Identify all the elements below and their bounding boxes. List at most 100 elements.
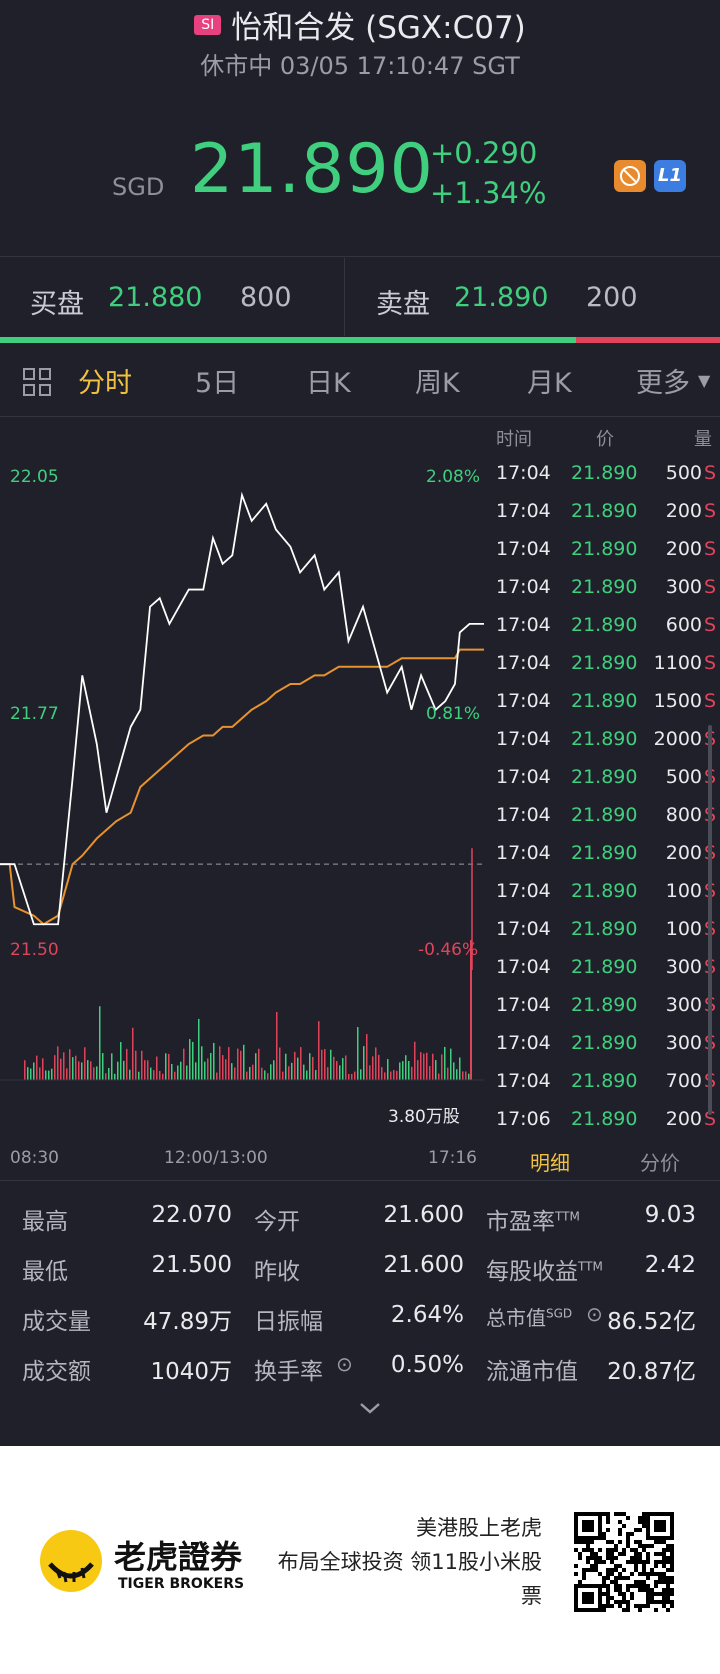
trade-price: 21.890: [571, 652, 638, 674]
qr-module: [646, 1576, 650, 1580]
trade-price: 21.890: [571, 614, 638, 636]
volume-bar: [285, 1053, 287, 1080]
stat-high-value: 22.070: [151, 1202, 232, 1228]
qr-module: [614, 1580, 618, 1584]
stat-turnover-label: 换手率: [254, 1359, 323, 1385]
qr-module: [614, 1564, 618, 1568]
qr-module: [574, 1572, 578, 1576]
tab-monthly[interactable]: 月K: [527, 368, 572, 399]
volume-bar: [84, 1047, 86, 1080]
trade-price: 21.890: [571, 766, 638, 788]
qr-module: [622, 1600, 626, 1604]
volume-bar: [264, 1070, 266, 1080]
volume-bar: [33, 1062, 35, 1080]
qr-module: [598, 1556, 602, 1560]
qr-module: [582, 1520, 594, 1532]
price-line: [0, 491, 484, 926]
tab-weekly[interactable]: 周K: [415, 368, 460, 399]
qr-module: [614, 1576, 618, 1580]
qr-module: [670, 1600, 674, 1604]
expand-chevron-icon[interactable]: [358, 1400, 382, 1420]
qr-module: [638, 1584, 642, 1588]
qr-module: [622, 1524, 626, 1528]
divider: [0, 416, 720, 417]
volume-bar: [42, 1058, 44, 1080]
trades-scrollbar[interactable]: [708, 725, 712, 1115]
trade-volume: 200: [665, 842, 702, 864]
volume-bar: [195, 1062, 197, 1080]
trade-volume: 300: [665, 576, 702, 598]
volume-bar: [420, 1052, 422, 1080]
qr-module: [610, 1580, 614, 1584]
notification-off-icon[interactable]: [614, 160, 646, 192]
intraday-chart[interactable]: [0, 420, 488, 1140]
volume-bar: [456, 1069, 458, 1080]
slogan-line1: 美港股上老虎: [416, 1516, 542, 1540]
bid-volume: 800: [240, 282, 292, 313]
qr-module: [622, 1548, 626, 1552]
qr-module: [646, 1604, 650, 1608]
chevron-down-icon[interactable]: ▼: [698, 371, 711, 390]
volume-bar: [81, 1062, 83, 1080]
volume-bar: [243, 1044, 245, 1080]
qr-module: [642, 1548, 646, 1552]
qr-module: [666, 1544, 670, 1548]
qr-module: [606, 1596, 610, 1600]
stat-amplitude-value: 2.64%: [390, 1302, 464, 1328]
qr-module: [642, 1584, 646, 1588]
volume-bar: [357, 1027, 359, 1080]
tab-price-distribution[interactable]: 分价: [640, 1151, 680, 1175]
qr-module: [666, 1596, 670, 1600]
qr-module: [662, 1600, 666, 1604]
qr-module: [626, 1604, 630, 1608]
trade-volume: 100: [665, 918, 702, 940]
volume-bar: [354, 1071, 356, 1080]
trade-time: 17:04: [496, 918, 551, 940]
page-title: SI 怡和合发 (SGX:C07): [0, 2, 720, 47]
qr-module: [622, 1568, 626, 1572]
qr-module: [622, 1596, 626, 1600]
qr-module: [606, 1600, 610, 1604]
qr-module: [602, 1584, 606, 1588]
qr-module: [642, 1512, 646, 1516]
qr-module: [662, 1560, 666, 1564]
volume-bar: [348, 1073, 350, 1080]
qr-module: [618, 1552, 622, 1556]
qr-module: [634, 1528, 638, 1532]
volume-bar: [231, 1063, 233, 1080]
ask-price: 21.890: [454, 282, 549, 313]
level1-icon[interactable]: L1: [654, 160, 686, 192]
bid-ratio-bar: [0, 337, 576, 343]
more-options-icon[interactable]: ⊙: [586, 1302, 603, 1326]
trade-price: 21.890: [571, 842, 638, 864]
tab-more[interactable]: 更多: [636, 368, 690, 399]
tab-intraday[interactable]: 分时: [78, 368, 132, 399]
layout-grid-icon[interactable]: [22, 367, 52, 401]
qr-module: [602, 1512, 606, 1516]
volume-bar: [360, 1069, 362, 1080]
qr-module: [638, 1588, 642, 1592]
tab-daily[interactable]: 日K: [306, 368, 351, 399]
qr-module: [606, 1576, 610, 1580]
qr-module: [662, 1604, 666, 1608]
qr-module: [626, 1540, 630, 1544]
qr-module: [642, 1568, 646, 1572]
info-icon[interactable]: ⊙: [336, 1352, 353, 1376]
trade-volume: 100: [665, 880, 702, 902]
price-high-label: 22.05: [10, 467, 59, 487]
qr-module: [614, 1556, 618, 1560]
trade-side: S: [703, 576, 716, 598]
volume-bar: [470, 940, 472, 1080]
tab-5day[interactable]: 5日: [195, 368, 240, 399]
time-mid-label: 12:00/13:00: [164, 1148, 268, 1168]
qr-module: [578, 1552, 582, 1556]
qr-module: [618, 1564, 622, 1568]
tab-trade-detail[interactable]: 明细: [530, 1151, 570, 1175]
volume-bar: [198, 1018, 200, 1080]
